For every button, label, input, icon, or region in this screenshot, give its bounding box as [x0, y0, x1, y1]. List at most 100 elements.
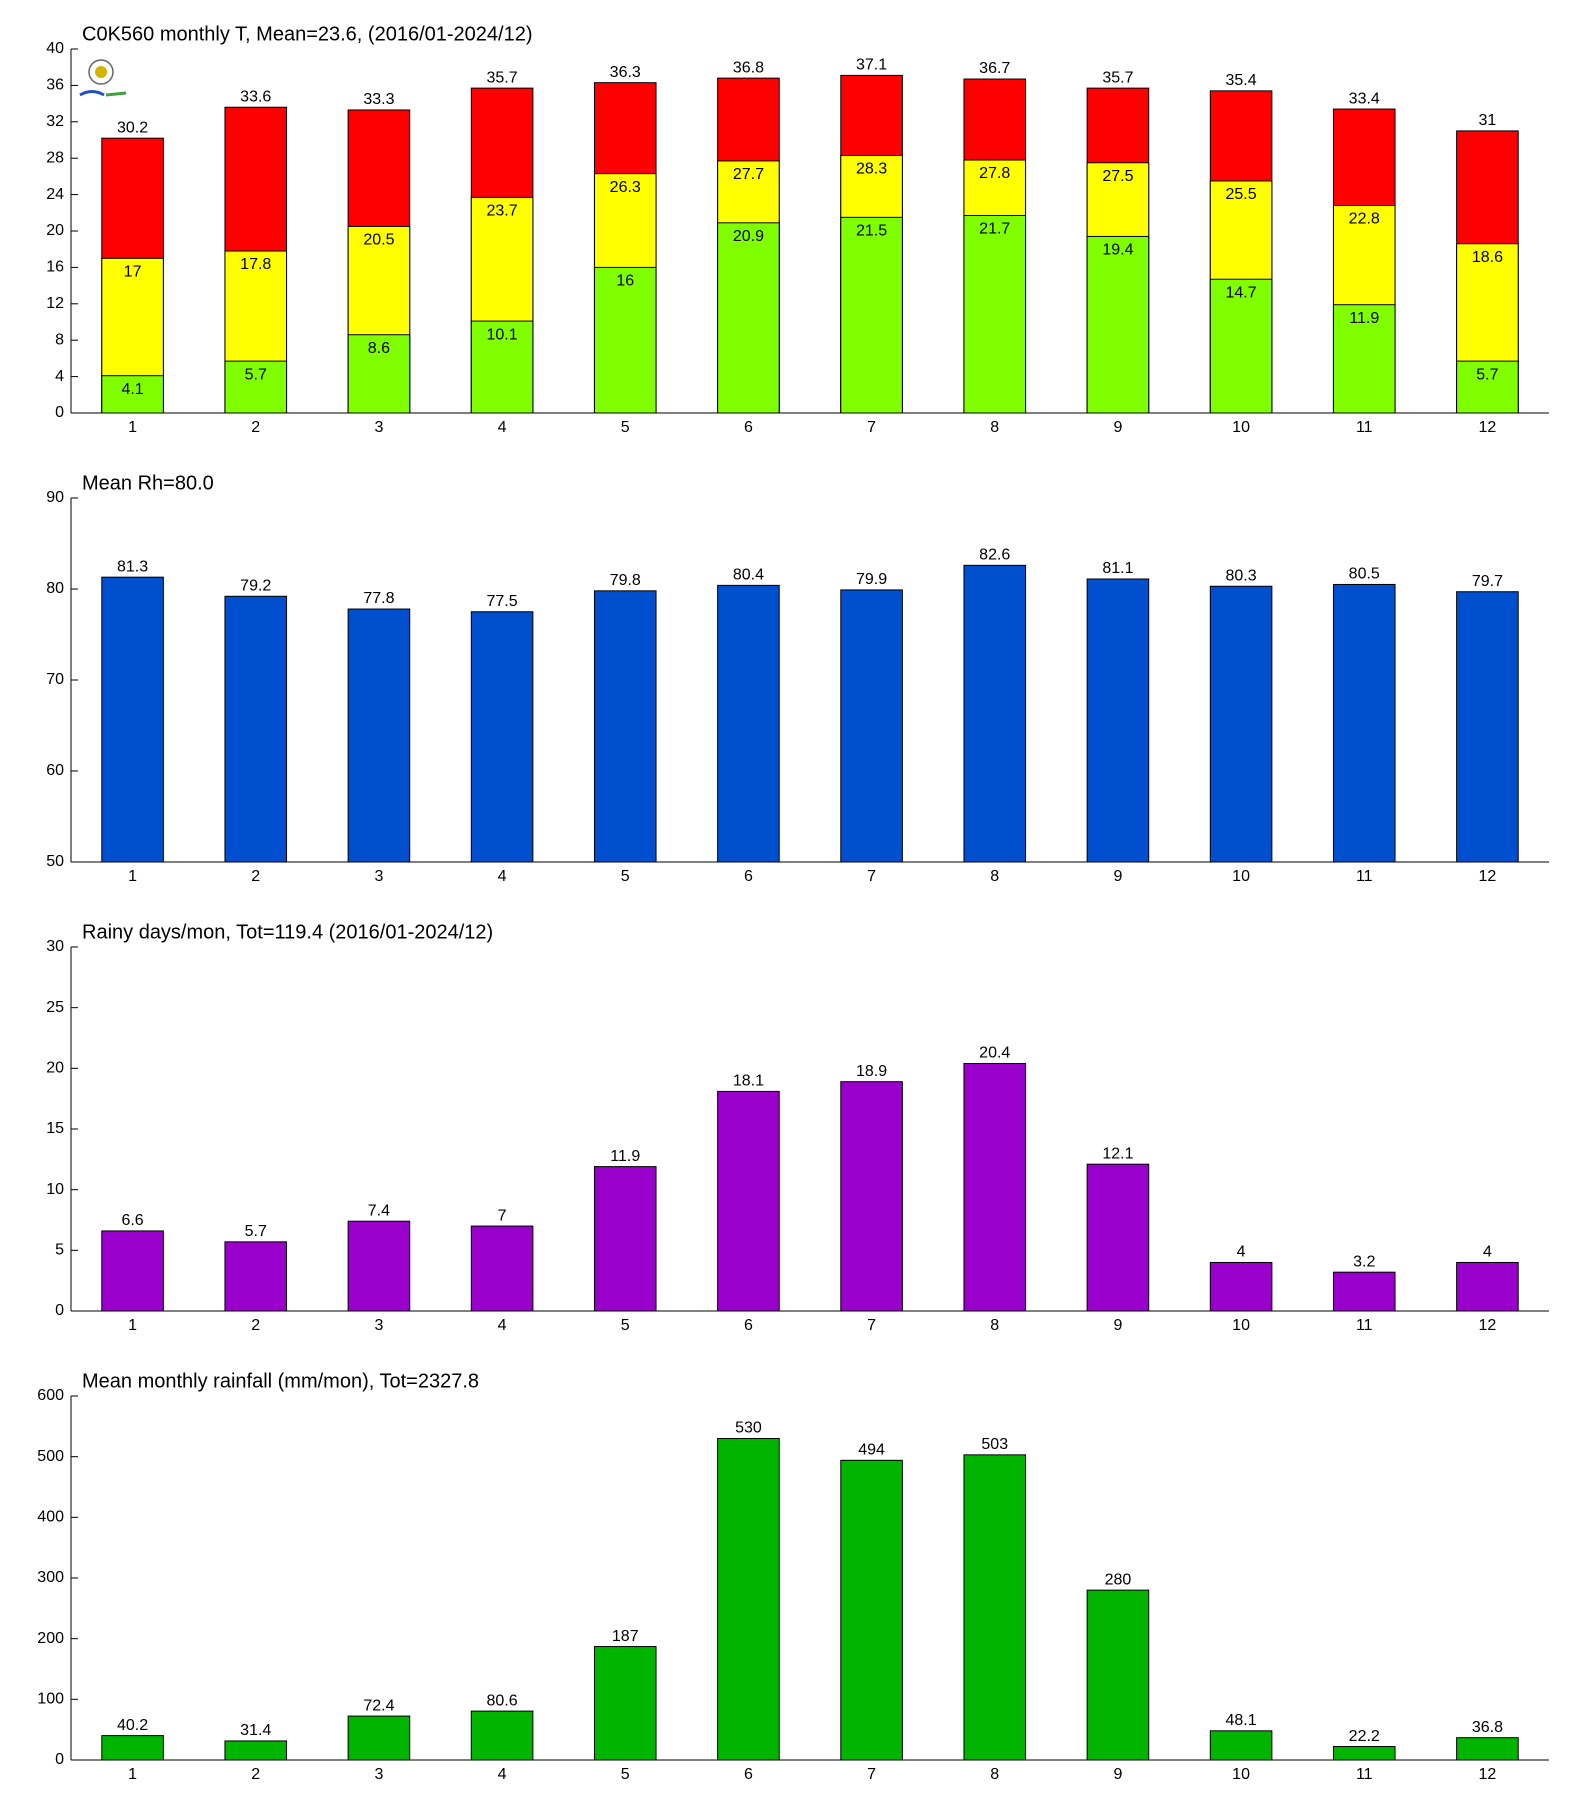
bar: [1086, 578, 1150, 863]
y-tick-label: 16: [46, 259, 64, 276]
bar: [347, 1220, 411, 1312]
value-label: 17: [124, 264, 142, 281]
value-label: 31.4: [240, 1722, 271, 1739]
value-label: 20.4: [979, 1045, 1010, 1062]
value-label: 20.9: [733, 228, 764, 245]
value-label: 3.2: [1353, 1253, 1375, 1270]
x-tick-label: 7: [867, 868, 876, 885]
value-label: 79.7: [1472, 573, 1503, 590]
x-tick-label: 9: [1113, 419, 1122, 436]
value-label: 6.6: [121, 1212, 143, 1229]
x-tick-label: 11: [1356, 868, 1373, 885]
chart-title: Rainy days/mon, Tot=119.4 (2016/01-2024/…: [82, 921, 493, 943]
y-tick-label: 15: [46, 1120, 64, 1137]
bar: [840, 1459, 903, 1761]
y-tick-label: 32: [46, 113, 64, 130]
value-label: 27.5: [1102, 168, 1133, 185]
y-tick-label: 80: [46, 580, 64, 597]
value-label: 77.5: [487, 593, 518, 610]
y-tick-label: 28: [46, 149, 64, 166]
y-tick-label: 24: [46, 186, 64, 203]
bar: [1332, 583, 1396, 863]
x-tick-label: 11: [1356, 419, 1373, 436]
y-tick-label: 40: [46, 40, 64, 57]
bar: [224, 360, 288, 414]
bar: [101, 576, 164, 863]
y-tick-label: 5: [55, 1242, 64, 1259]
bar: [1456, 1261, 1519, 1312]
x-tick-label: 6: [744, 868, 753, 885]
value-label: 7: [498, 1207, 507, 1224]
value-label: 21.7: [979, 221, 1010, 238]
value-label: 18.1: [733, 1073, 764, 1090]
y-tick-label: 60: [46, 762, 64, 779]
value-label: 11.9: [610, 1148, 640, 1165]
value-label: 16: [616, 273, 634, 290]
value-label: 48.1: [1226, 1712, 1257, 1729]
bar: [1086, 235, 1150, 414]
x-tick-label: 9: [1113, 868, 1122, 885]
x-tick-label: 5: [621, 1317, 630, 1334]
value-label: 33.6: [240, 88, 271, 105]
bar: [963, 1454, 1027, 1761]
x-tick-label: 7: [867, 419, 876, 436]
y-tick-label: 70: [46, 671, 64, 688]
x-tick-label: 12: [1479, 419, 1497, 436]
bar: [347, 608, 411, 863]
bar: [347, 334, 411, 414]
logo: [79, 59, 127, 97]
x-tick-label: 4: [498, 1317, 507, 1334]
bar: [1209, 585, 1273, 863]
bar: [101, 1230, 164, 1312]
bar: [1209, 1730, 1273, 1761]
bar: [224, 1241, 288, 1312]
value-label: 27.7: [733, 166, 764, 183]
value-label: 4: [1483, 1244, 1492, 1261]
bar: [840, 1081, 903, 1312]
value-label: 37.1: [856, 57, 887, 74]
value-label: 80.6: [487, 1692, 518, 1709]
value-label: 503: [981, 1436, 1008, 1453]
x-tick-label: 1: [128, 1317, 137, 1334]
y-tick-label: 600: [37, 1387, 64, 1404]
value-label: 14.7: [1226, 284, 1257, 301]
x-tick-label: 6: [744, 1766, 753, 1783]
value-label: 4: [1237, 1244, 1246, 1261]
bar: [840, 216, 903, 414]
bar: [224, 595, 288, 863]
value-label: 26.3: [610, 179, 641, 196]
value-label: 22.8: [1349, 211, 1380, 228]
value-label: 35.7: [487, 69, 518, 86]
x-tick-label: 3: [374, 419, 383, 436]
y-tick-label: 36: [46, 77, 64, 94]
value-label: 7.4: [368, 1202, 390, 1219]
value-label: 5.7: [245, 1223, 267, 1240]
bar: [1456, 591, 1519, 863]
x-tick-label: 6: [744, 1317, 753, 1334]
value-label: 79.2: [240, 577, 271, 594]
y-tick-label: 4: [55, 368, 64, 385]
bar: [963, 215, 1027, 414]
value-label: 33.3: [363, 91, 394, 108]
y-tick-label: 0: [55, 404, 64, 421]
bar: [593, 1166, 657, 1312]
chart-title: C0K560 monthly T, Mean=23.6, (2016/01-20…: [82, 23, 533, 45]
x-tick-label: 8: [990, 1766, 999, 1783]
value-label: 82.6: [979, 547, 1010, 564]
x-tick-label: 10: [1232, 868, 1250, 885]
chart-title: Mean monthly rainfall (mm/mon), Tot=2327…: [82, 1370, 479, 1392]
value-label: 35.7: [1102, 69, 1133, 86]
value-label: 11.9: [1349, 310, 1379, 327]
bar: [593, 1646, 657, 1761]
y-tick-label: 25: [46, 999, 64, 1016]
bar: [470, 1225, 534, 1312]
x-tick-label: 9: [1113, 1317, 1122, 1334]
value-label: 40.2: [117, 1717, 148, 1734]
bar: [1456, 1737, 1519, 1761]
bar: [840, 589, 903, 863]
bar: [1332, 1271, 1396, 1312]
y-tick-label: 90: [46, 489, 64, 506]
bar: [470, 320, 534, 414]
value-label: 10.1: [487, 326, 518, 343]
x-tick-label: 2: [251, 1766, 260, 1783]
